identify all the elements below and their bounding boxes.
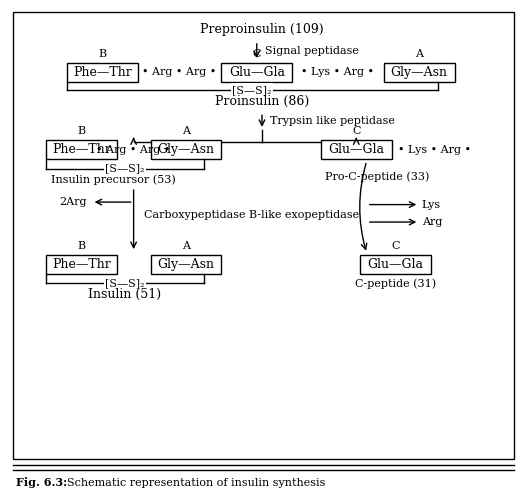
Bar	[361, 255, 431, 274]
Text: C: C	[391, 241, 400, 251]
Text: • Lys • Arg •: • Lys • Arg •	[301, 67, 375, 77]
Text: Arg: Arg	[422, 217, 442, 227]
Text: 2Arg: 2Arg	[59, 197, 86, 207]
Text: Glu—Gla: Glu—Gla	[229, 66, 285, 79]
Text: Gly—Asn: Gly—Asn	[158, 143, 214, 156]
Bar	[13, 12, 514, 459]
Text: Glu—Gla: Glu—Gla	[368, 258, 423, 271]
Text: Fig. 6.3:: Fig. 6.3:	[16, 477, 67, 488]
Text: Pro-C-peptide (33): Pro-C-peptide (33)	[325, 172, 430, 183]
Bar	[221, 63, 292, 82]
Text: Proinsulin (86): Proinsulin (86)	[215, 95, 309, 108]
Text: A: A	[415, 49, 423, 59]
Text: C-peptide (31): C-peptide (31)	[355, 278, 436, 289]
Text: A: A	[182, 241, 190, 251]
Text: [S—S]₂: [S—S]₂	[232, 85, 272, 95]
Text: Insulin precursor (53): Insulin precursor (53)	[51, 174, 176, 185]
Bar	[46, 140, 116, 159]
Text: B: B	[77, 241, 85, 251]
Bar	[46, 255, 116, 274]
Text: Insulin (51): Insulin (51)	[89, 288, 161, 301]
Text: Preproinsulin (109): Preproinsulin (109)	[200, 23, 324, 36]
Text: [S—S]₂: [S—S]₂	[105, 278, 145, 288]
Bar	[321, 140, 392, 159]
Text: Lys: Lys	[422, 200, 441, 210]
Bar	[384, 63, 455, 82]
Text: C: C	[253, 49, 261, 59]
Text: • Arg • Arg •: • Arg • Arg •	[143, 67, 216, 77]
Text: A: A	[182, 126, 190, 136]
Text: Signal peptidase: Signal peptidase	[265, 46, 358, 56]
Text: Carboxypeptidase B-like exopeptidase: Carboxypeptidase B-like exopeptidase	[144, 210, 359, 220]
Text: Phe—Thr: Phe—Thr	[52, 143, 111, 156]
Text: Phe—Thr: Phe—Thr	[52, 258, 111, 271]
Text: Gly—Asn: Gly—Asn	[391, 66, 447, 79]
Text: B: B	[98, 49, 106, 59]
Text: Phe—Thr: Phe—Thr	[73, 66, 132, 79]
Bar	[150, 140, 221, 159]
Bar	[67, 63, 137, 82]
Text: Schematic representation of insulin synthesis: Schematic representation of insulin synt…	[60, 478, 325, 488]
Text: • Arg • Arg •: • Arg • Arg •	[96, 145, 171, 155]
Text: Glu—Gla: Glu—Gla	[329, 143, 384, 156]
Bar	[150, 255, 221, 274]
Text: Gly—Asn: Gly—Asn	[158, 258, 214, 271]
Text: Trypsin like peptidase: Trypsin like peptidase	[270, 116, 395, 126]
Text: [S—S]₂: [S—S]₂	[105, 164, 145, 174]
Text: • Lys • Arg •: • Lys • Arg •	[398, 145, 471, 155]
Text: B: B	[77, 126, 85, 136]
Text: C: C	[352, 126, 361, 136]
